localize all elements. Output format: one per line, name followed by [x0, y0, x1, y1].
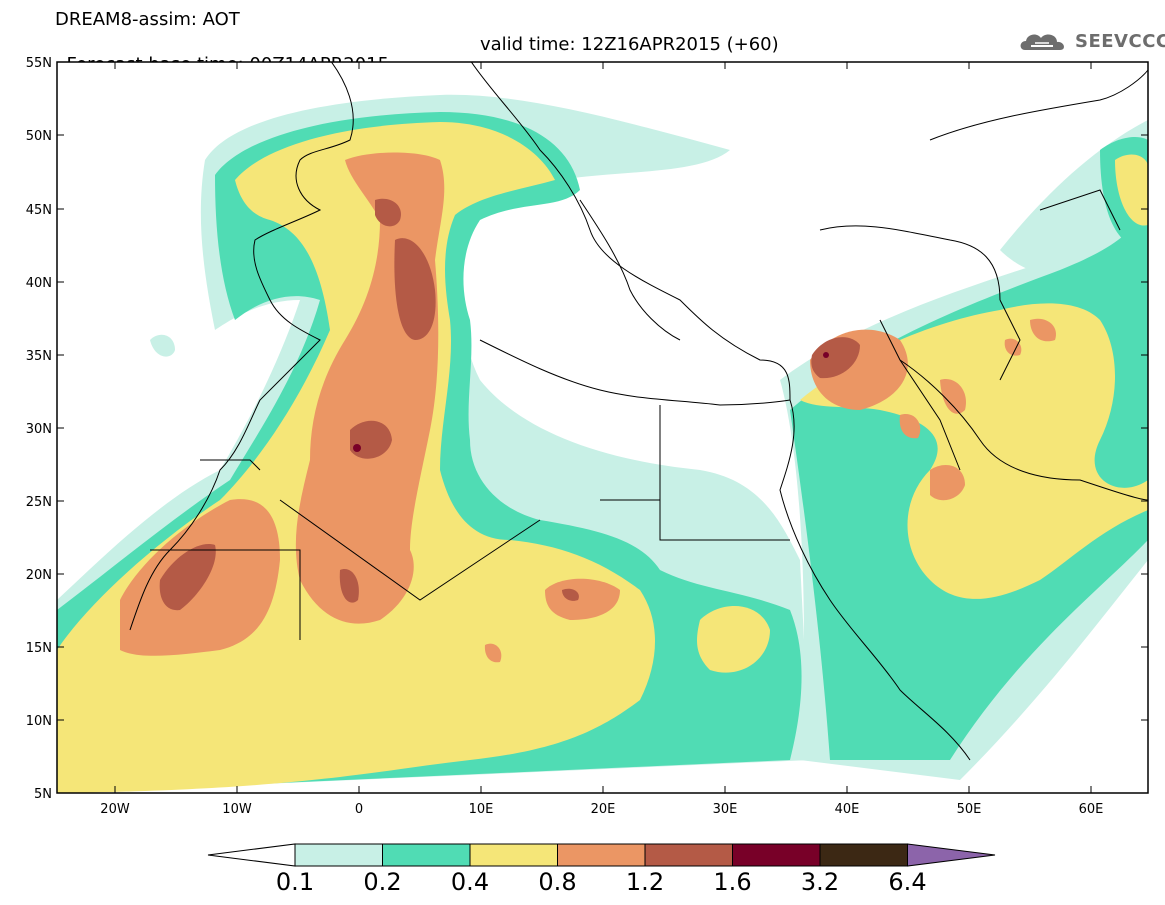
- colorbar-label: 1.2: [625, 868, 665, 896]
- colorbar-segment: [819, 843, 908, 867]
- lon-tick-label: 50E: [957, 802, 982, 817]
- lon-tick-label: 10W: [222, 802, 252, 817]
- lon-tick-label: 30E: [713, 802, 738, 817]
- colorbar-label: 0.8: [538, 868, 577, 896]
- lat-tick-label: 35N: [26, 349, 52, 364]
- lat-tick-label: 25N: [26, 495, 52, 510]
- lat-tick-label: 10N: [26, 714, 52, 729]
- colorbar-label: 3.2: [800, 868, 840, 896]
- coastline: [129, 62, 354, 631]
- aot-contour: [811, 337, 860, 379]
- colorbar-label: 1.6: [713, 868, 752, 896]
- border: [999, 299, 1021, 381]
- border: [879, 319, 961, 471]
- border: [279, 499, 541, 601]
- lat-tick-label: 5N: [34, 787, 52, 802]
- aot-field: [57, 62, 1148, 793]
- coastline: [470, 62, 971, 761]
- aot-contour: [484, 643, 502, 663]
- colorbar-segment: [732, 843, 821, 867]
- axis-ticks: 55N 50N 45N 40N 35N 30N 25N 20N 15N 10N 5N 20W 10W 0 1…: [26, 56, 1148, 817]
- lat-tick-label: 50N: [26, 129, 52, 144]
- colorbar-label: 0.2: [363, 868, 402, 896]
- colorbar-segment: [207, 843, 296, 867]
- seevccc-logo: SEEVCCC: [1017, 26, 1165, 56]
- colorbar-segment: [294, 843, 383, 867]
- valid-time: valid time: 12Z16APR2015 (+60): [480, 34, 779, 55]
- colorbar-segment: [907, 843, 996, 867]
- colorbar-segment: [382, 843, 471, 867]
- coastline: [899, 359, 1148, 501]
- border: [150, 549, 301, 640]
- lon-tick-label: 60E: [1079, 802, 1104, 817]
- aot-contour: [940, 379, 966, 414]
- chart-title: DREAM8-assim: AOT: [55, 9, 240, 30]
- lon-tick-label: 20E: [591, 802, 616, 817]
- aot-contour: [823, 352, 829, 358]
- lon-tick-label: 40E: [835, 802, 860, 817]
- aot-contour: [562, 588, 579, 601]
- cloud-icon: [1020, 34, 1064, 50]
- border: [600, 499, 790, 541]
- lon-tick-label: 0: [355, 802, 363, 817]
- lat-tick-label: 40N: [26, 276, 52, 291]
- aot-contour: [1115, 154, 1148, 226]
- lat-tick-label: 30N: [26, 422, 52, 437]
- border: [1039, 189, 1121, 231]
- coastline: [579, 199, 681, 341]
- lat-tick-label: 55N: [26, 56, 52, 71]
- coastline: [479, 339, 791, 406]
- colorbar-segment: [469, 843, 558, 867]
- aot-contour: [930, 465, 965, 501]
- aot-contour: [150, 334, 175, 357]
- aot-contour: [899, 414, 921, 439]
- colorbar-segment: [557, 843, 646, 867]
- aot-level-1.6: [353, 352, 829, 452]
- colorbar-label: 6.4: [888, 868, 927, 896]
- lat-tick-label: 45N: [26, 203, 52, 218]
- aot-contour: [353, 444, 361, 452]
- lon-tick-label: 20W: [100, 802, 130, 817]
- aot-contour: [1030, 318, 1056, 342]
- aot-contour: [1004, 338, 1022, 356]
- coastlines: [129, 62, 1148, 761]
- colorbar-label: 0.1: [275, 868, 315, 896]
- coastline: [929, 69, 1148, 141]
- coastline: [819, 225, 1001, 301]
- aot-contour: [159, 544, 216, 611]
- colorbar: [207, 843, 996, 867]
- colorbar-segment: [644, 843, 733, 867]
- logo-text: SEEVCCC: [1075, 31, 1165, 52]
- lon-tick-label: 10E: [469, 802, 494, 817]
- aot-contour: [697, 606, 770, 673]
- aot-contour: [375, 198, 401, 227]
- aot-contour: [339, 569, 359, 603]
- aot-contour: [394, 238, 436, 340]
- colorbar-label: 0.4: [450, 868, 490, 896]
- lat-tick-label: 15N: [26, 641, 52, 656]
- aot-contour: [545, 578, 620, 620]
- lat-tick-label: 20N: [26, 568, 52, 583]
- border: [200, 459, 261, 471]
